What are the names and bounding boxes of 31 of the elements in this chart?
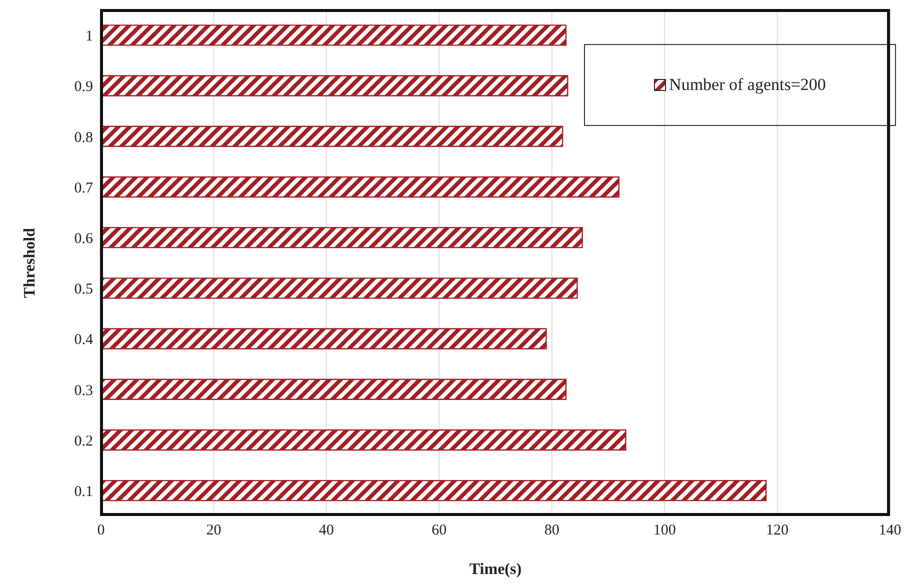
x-axis-title: Time(s) [469,561,522,578]
bar [101,75,568,96]
y-tick-label: 0.3 [74,382,93,399]
x-tick-label: 80 [544,522,560,539]
x-tick-label: 0 [97,522,105,539]
y-tick-label: 0.5 [74,282,93,298]
legend-label: Number of agents=200 [669,75,826,95]
bar [101,278,578,299]
bar [101,429,626,451]
y-tick-label: 0.4 [74,332,94,348]
bar [101,176,620,198]
y-tick-label: 0.1 [74,484,93,500]
x-tick-label: 20 [206,522,222,539]
x-tick-label: 40 [318,522,334,539]
y-tick-label: 1 [86,28,93,45]
x-tick-label: 60 [432,522,447,539]
bar [101,328,547,350]
bar [101,126,564,147]
y-axis-title: Threshold [22,228,39,298]
y-tick-label: 0.9 [74,79,93,96]
bar [101,480,767,502]
y-tick-label: 0.8 [74,130,93,146]
x-tick-label: 140 [878,522,902,539]
y-tick-label: 0.7 [74,180,94,196]
bar [101,378,567,400]
y-tick-label: 0.2 [74,433,93,450]
bar [101,226,583,248]
x-tick-label: 100 [653,522,676,539]
bar [101,24,567,46]
y-tick-label: 0.6 [74,231,94,248]
x-tick-label: 120 [766,522,789,539]
